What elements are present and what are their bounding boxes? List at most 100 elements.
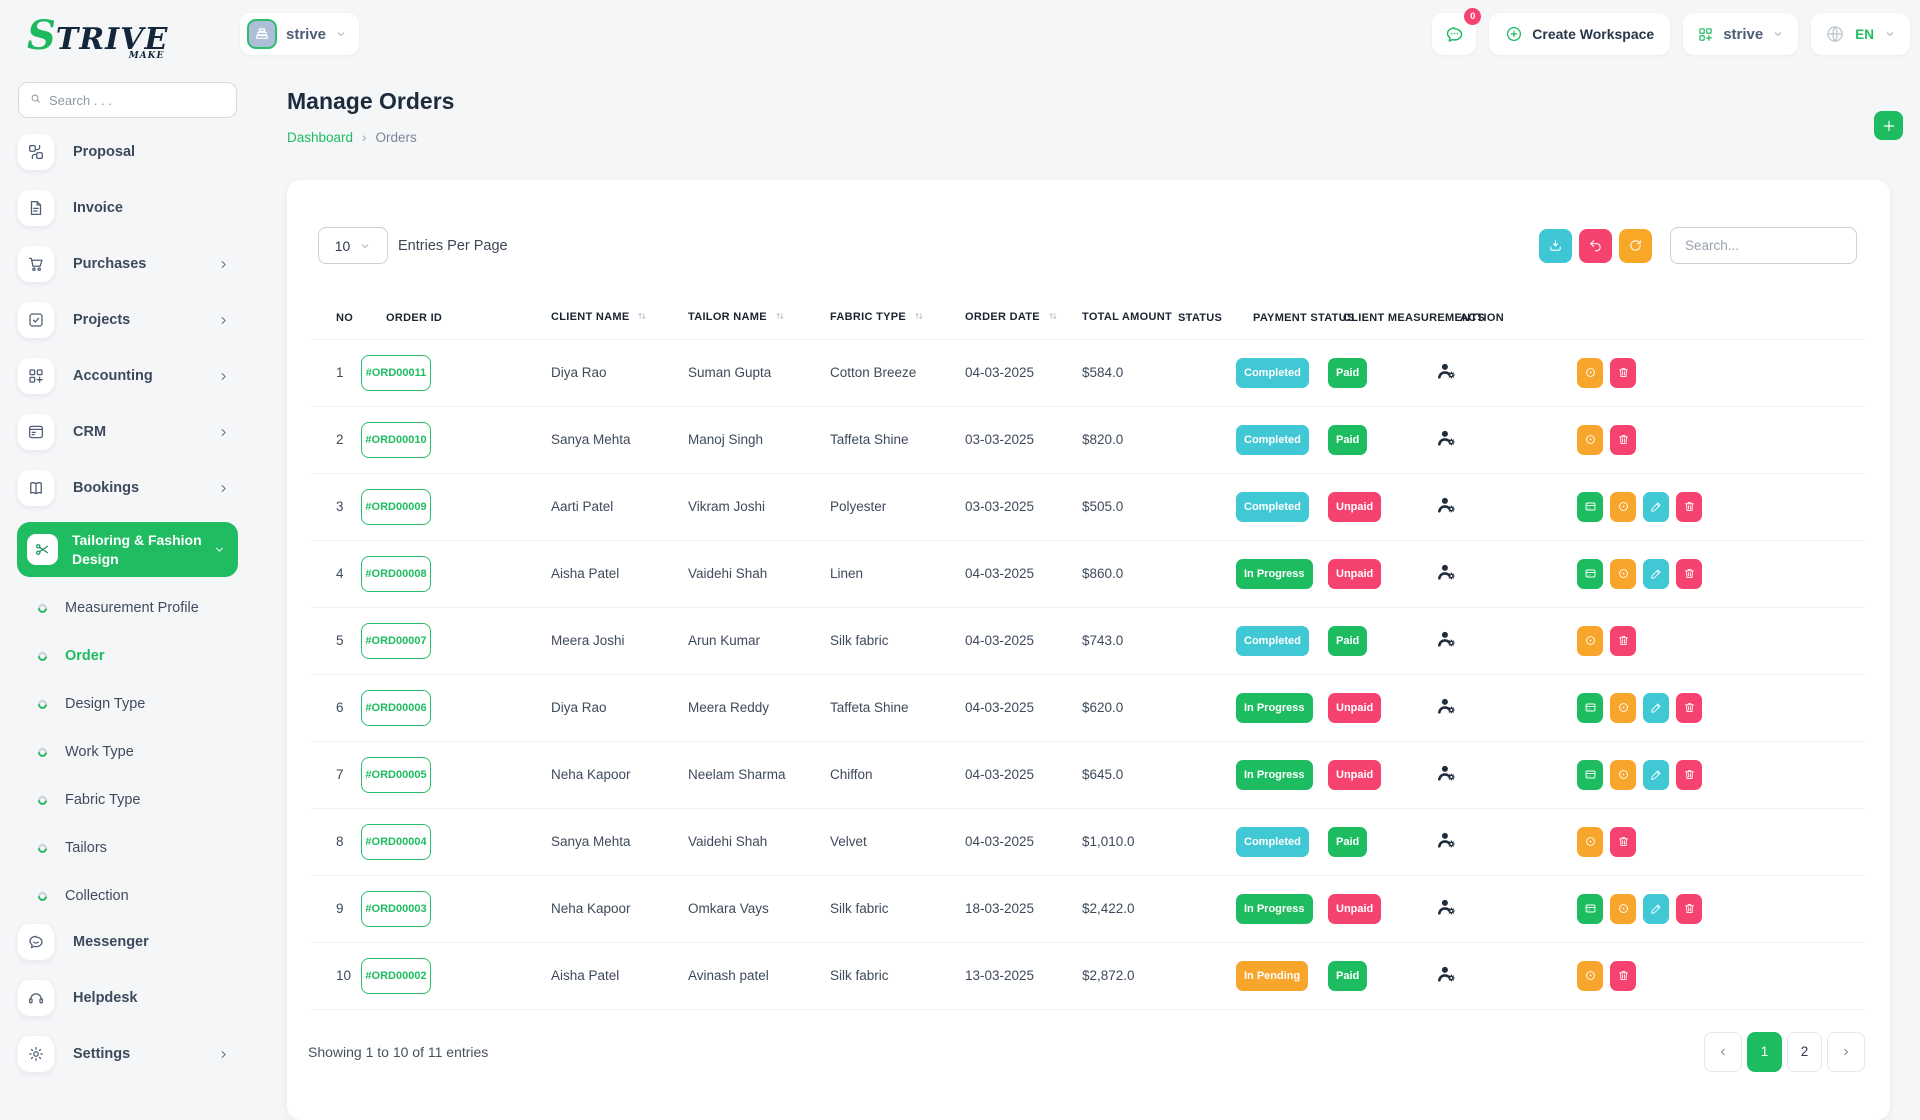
column-header-order-date[interactable]: ORDER DATE	[940, 297, 1057, 340]
sidebar-item-helpdesk[interactable]: Helpdesk	[18, 980, 238, 1016]
order-id-chip[interactable]: #ORD00003	[361, 890, 431, 927]
pencil-icon	[1650, 768, 1663, 781]
client-measurements-icon[interactable]	[1437, 562, 1457, 582]
delete-button[interactable]	[1610, 960, 1636, 991]
pagination-prev-button[interactable]	[1704, 1031, 1742, 1072]
view-button[interactable]	[1577, 424, 1603, 455]
client-measurements-icon[interactable]	[1437, 897, 1457, 917]
delete-button[interactable]	[1676, 491, 1702, 522]
delete-button[interactable]	[1610, 424, 1636, 455]
table-row: 8 #ORD00004 Sanya Mehta Vaidehi Shah Velvet 0…	[311, 808, 1865, 876]
column-header-total-amount[interactable]: TOTAL AMOUNT	[1057, 297, 1189, 340]
create-workspace-button[interactable]: Create Workspace	[1489, 13, 1671, 55]
payment-button[interactable]	[1577, 759, 1603, 790]
undo-button[interactable]	[1579, 228, 1612, 263]
order-id-chip[interactable]: #ORD00008	[361, 555, 431, 592]
delete-button[interactable]	[1610, 826, 1636, 857]
delete-button[interactable]	[1676, 692, 1702, 723]
sidebar-subitem-tailors[interactable]: Tailors	[18, 828, 238, 868]
breadcrumb-dashboard[interactable]: Dashboard	[287, 130, 354, 145]
sidebar-item-accounting[interactable]: Accounting	[18, 358, 238, 394]
export-button[interactable]	[1539, 228, 1572, 263]
view-button[interactable]	[1577, 625, 1603, 656]
edit-button[interactable]	[1643, 558, 1669, 589]
order-id-chip[interactable]: #ORD00002	[361, 957, 431, 994]
payment-button[interactable]	[1577, 558, 1603, 589]
table-row: 5 #ORD00007 Meera Joshi Arun Kumar Silk fabr…	[311, 607, 1865, 675]
order-id-chip[interactable]: #ORD00007	[361, 622, 431, 659]
sidebar-item-projects[interactable]: Projects	[18, 302, 238, 338]
sidebar-item-crm[interactable]: CRM	[18, 414, 238, 450]
workspace-selector[interactable]: strive	[240, 13, 360, 55]
payment-button[interactable]	[1577, 491, 1603, 522]
add-order-button[interactable]	[1874, 111, 1903, 140]
client-measurements-icon[interactable]	[1437, 763, 1457, 783]
view-button[interactable]	[1577, 960, 1603, 991]
view-button[interactable]	[1610, 893, 1636, 924]
sidebar-item-bookings[interactable]: Bookings	[18, 470, 238, 506]
view-button[interactable]	[1577, 357, 1603, 388]
pagination-next-button[interactable]	[1827, 1031, 1865, 1072]
entries-per-page-select[interactable]: 10	[318, 227, 388, 264]
client-measurements-icon[interactable]	[1437, 495, 1457, 515]
cell-fabric-type: Cotton Breeze	[805, 339, 940, 407]
pagination-page-1[interactable]: 1	[1747, 1031, 1782, 1072]
accounting-icon	[18, 358, 54, 394]
sidebar-item-settings[interactable]: Settings	[18, 1036, 238, 1072]
refresh-button[interactable]	[1619, 228, 1652, 263]
sidebar-item-purchases[interactable]: Purchases	[18, 246, 238, 282]
sidebar-subitem-design-type[interactable]: Design Type	[18, 684, 238, 724]
delete-button[interactable]	[1610, 357, 1636, 388]
client-measurements-icon[interactable]	[1437, 428, 1457, 448]
cell-tailor-name: Suman Gupta	[663, 339, 805, 407]
app-logo[interactable]: STRIVE MAKE	[27, 12, 168, 61]
column-header-client-name[interactable]: CLIENT NAME	[526, 297, 663, 340]
sidebar-subitem-order[interactable]: Order	[18, 636, 238, 676]
edit-button[interactable]	[1643, 692, 1669, 723]
pagination-page-2[interactable]: 2	[1787, 1031, 1822, 1072]
column-header-tailor-name[interactable]: TAILOR NAME	[663, 297, 805, 340]
messages-button[interactable]: 0	[1432, 8, 1482, 55]
payment-button[interactable]	[1577, 692, 1603, 723]
table-search-input[interactable]	[1670, 227, 1857, 264]
sidebar-item-invoice[interactable]: Invoice	[18, 190, 238, 226]
client-measurements-icon[interactable]	[1437, 696, 1457, 716]
order-id-chip[interactable]: #ORD00010	[361, 421, 431, 458]
view-button[interactable]	[1610, 558, 1636, 589]
sidebar-group-tailoring-fashion-design[interactable]: Tailoring & Fashion Design	[17, 522, 238, 577]
edit-button[interactable]	[1643, 893, 1669, 924]
client-measurements-icon[interactable]	[1437, 361, 1457, 381]
delete-button[interactable]	[1676, 893, 1702, 924]
order-id-chip[interactable]: #ORD00004	[361, 823, 431, 860]
edit-button[interactable]	[1643, 491, 1669, 522]
sidebar-subitem-work-type[interactable]: Work Type	[18, 732, 238, 772]
sidebar-item-messenger[interactable]: Messenger	[18, 924, 238, 960]
view-button[interactable]	[1610, 759, 1636, 790]
workspace-switcher[interactable]: strive	[1683, 13, 1799, 55]
delete-button[interactable]	[1610, 625, 1636, 656]
order-id-chip[interactable]: #ORD00006	[361, 689, 431, 726]
view-button[interactable]	[1610, 491, 1636, 522]
order-id-chip[interactable]: #ORD00009	[361, 488, 431, 525]
order-id-chip[interactable]: #ORD00011	[361, 354, 431, 391]
cell-total-amount: $860.0	[1057, 540, 1153, 608]
sidebar-subitem-measurement-profile[interactable]: Measurement Profile	[18, 588, 238, 628]
delete-button[interactable]	[1676, 759, 1702, 790]
column-header-fabric-type[interactable]: FABRIC TYPE	[805, 297, 940, 340]
sidebar-search-input[interactable]	[49, 92, 225, 108]
order-id-chip[interactable]: #ORD00005	[361, 756, 431, 793]
edit-button[interactable]	[1643, 759, 1669, 790]
language-selector[interactable]: EN	[1811, 13, 1910, 55]
sidebar-subitem-fabric-type[interactable]: Fabric Type	[18, 780, 238, 820]
client-measurements-icon[interactable]	[1437, 830, 1457, 850]
view-button[interactable]	[1610, 692, 1636, 723]
client-measurements-icon[interactable]	[1437, 964, 1457, 984]
view-button[interactable]	[1577, 826, 1603, 857]
cell-total-amount: $645.0	[1057, 741, 1153, 809]
delete-button[interactable]	[1676, 558, 1702, 589]
sidebar-subitem-collection[interactable]: Collection	[18, 876, 238, 916]
chevron-right-icon	[217, 482, 230, 495]
payment-button[interactable]	[1577, 893, 1603, 924]
client-measurements-icon[interactable]	[1437, 629, 1457, 649]
sidebar-item-proposal[interactable]: Proposal	[18, 134, 238, 170]
